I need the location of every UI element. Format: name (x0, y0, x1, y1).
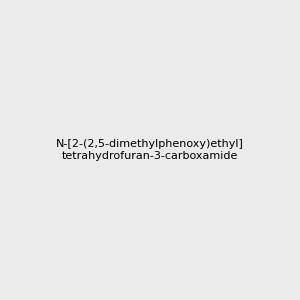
Text: N-[2-(2,5-dimethylphenoxy)ethyl]
tetrahydrofuran-3-carboxamide: N-[2-(2,5-dimethylphenoxy)ethyl] tetrahy… (56, 139, 244, 161)
